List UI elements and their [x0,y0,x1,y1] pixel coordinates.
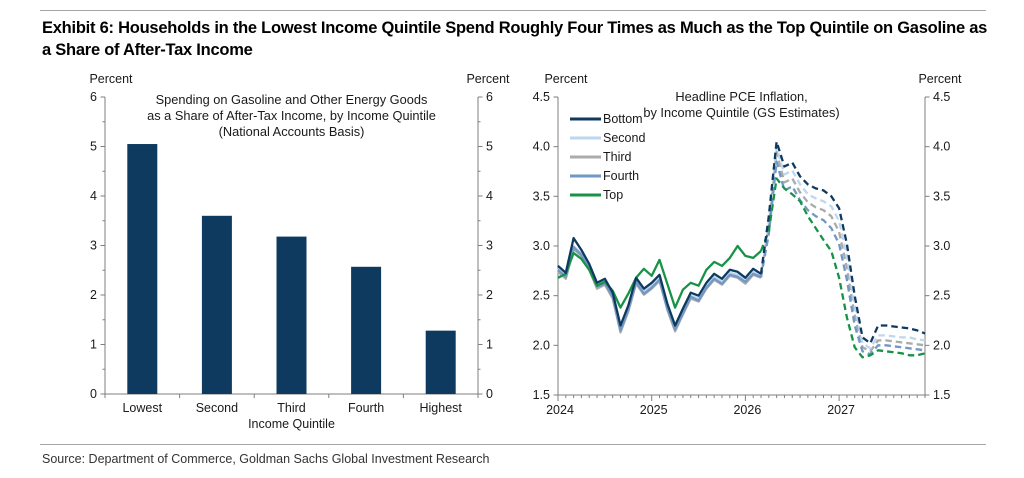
legend-item-third: Third [570,150,632,164]
line-chart-plot: Percent Percent 1.5 1.5 2.0 2.0 2.5 2.5 3.0 3.0 3.… [533,72,962,417]
series-top [557,177,926,359]
series-bottom [557,140,926,345]
left-axis-unit-label: Percent [89,72,133,86]
series-forecast-path [759,150,926,353]
y-tick-label: 0 [486,387,493,401]
source-note: Source: Department of Commerce, Goldman … [42,452,490,466]
chart-title-line: Spending on Gasoline and Other Energy Go… [156,92,428,107]
top-divider [40,10,986,11]
bar-third [276,236,307,394]
legend-label: Top [603,188,623,202]
exhibit-title: Exhibit 6: Households in the Lowest Inco… [42,19,988,59]
y-tick-label: 5 [90,140,97,154]
y-tick-label: 6 [90,90,97,104]
y-tick-label: 6 [486,90,493,104]
left-axis-unit-label: Percent [544,72,588,86]
bar-highest [425,330,456,394]
legend-label: Second [603,131,645,145]
x-axis-title: Income Quintile [248,417,335,431]
y-tick-label: 4.5 [933,90,950,104]
bar-second [201,215,232,394]
y-tick-label: 3.5 [933,189,950,203]
x-category-label: Lowest [122,401,162,415]
legend-item-top: Top [570,188,623,202]
x-tick-label: 2026 [733,403,761,417]
y-tick-label: 4 [486,189,493,203]
legend-item-bottom: Bottom [570,112,643,126]
legend-item-fourth: Fourth [570,169,639,183]
bar-chart: Percent Percent 0 0 1 1 2 2 3 3 4 4 5 5 6 6 Spending on … [89,72,510,431]
chart-title-line: (National Accounts Basis) [219,124,365,139]
y-tick-label: 4.0 [933,140,950,154]
x-category-label: Third [277,401,306,415]
right-axis-unit-label: Percent [918,72,962,86]
y-tick-label: 1 [90,338,97,352]
y-tick-label: 2 [486,288,493,302]
legend-label: Third [603,150,632,164]
x-category-label: Second [196,401,238,415]
series-forecast-path [759,177,926,359]
y-tick-label: 2 [90,288,97,302]
x-tick-label: 2025 [640,403,668,417]
y-tick-label: 3.0 [933,239,950,253]
series-forecast-path [759,160,926,356]
y-tick-label: 4.5 [533,90,550,104]
x-category-label: Fourth [348,401,384,415]
series-forecast-path [759,140,926,345]
y-tick-label: 3.0 [533,239,550,253]
y-tick-label: 0 [90,387,97,401]
series-history-path [557,236,762,327]
y-tick-label: 1 [486,338,493,352]
y-tick-label: 4.0 [533,140,550,154]
y-tick-label: 1.5 [933,388,950,402]
y-tick-label: 3 [486,239,493,253]
chart-title-line: as a Share of After-Tax Income, by Incom… [147,108,436,123]
legend-item-second: Second [570,131,645,145]
chart-title-line: Headline PCE Inflation, [675,89,807,104]
bar-fourth [351,266,382,394]
y-tick-label: 2.0 [933,338,950,352]
y-tick-label: 2.5 [533,289,550,303]
y-tick-label: 1.5 [533,388,550,402]
bar-chart-plot: Percent Percent 0 0 1 1 2 2 3 3 4 4 5 5 6 6 Spending on … [89,72,510,431]
y-tick-label: 2.5 [933,289,950,303]
bar-lowest [127,144,158,394]
chart-title-line: by Income Quintile (GS Estimates) [643,105,839,120]
x-category-label: Highest [420,401,463,415]
legend-label: Bottom [603,112,643,126]
series-history-path [557,244,762,309]
line-chart: Percent Percent 1.5 1.5 2.0 2.0 2.5 2.5 3.0 3.0 3.… [533,72,962,417]
series-forecast-path [759,145,926,350]
y-tick-label: 4 [90,189,97,203]
y-tick-label: 3.5 [533,189,550,203]
legend-label: Fourth [603,169,639,183]
y-tick-label: 3 [90,239,97,253]
right-axis-unit-label: Percent [466,72,510,86]
y-tick-label: 5 [486,140,493,154]
x-tick-label: 2027 [827,403,855,417]
y-tick-label: 2.0 [533,338,550,352]
x-tick-label: 2024 [546,403,574,417]
bottom-divider [40,444,986,445]
